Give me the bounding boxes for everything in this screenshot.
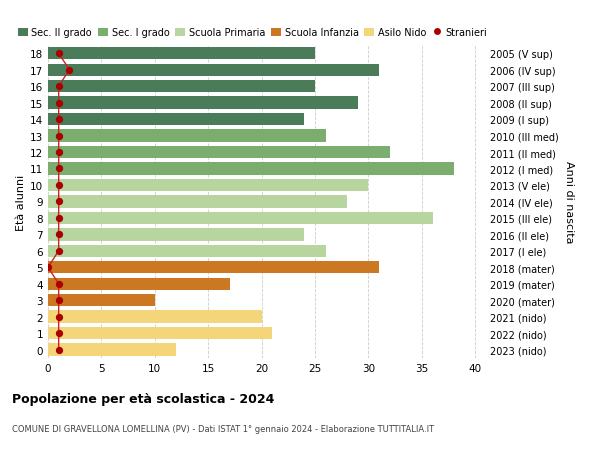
Point (43, 264, 53, 271)
Point (54, 133, 64, 140)
Bar (48, 97, 358, 110)
Point (54, 83, 64, 90)
Text: COMUNE DI GRAVELLONA LOMELLINA (PV) - Dati ISTAT 1° gennaio 2024 - Elaborazione : COMUNE DI GRAVELLONA LOMELLINA (PV) - Da… (12, 425, 434, 434)
Bar (48, 294, 155, 307)
Point (54, 231, 64, 239)
Text: Popolazione per età scolastica - 2024: Popolazione per età scolastica - 2024 (12, 392, 274, 405)
Bar (48, 146, 390, 159)
Bar (48, 229, 304, 241)
Point (54, 346, 64, 353)
Point (54, 297, 64, 304)
Bar (48, 48, 315, 60)
Point (54, 215, 64, 222)
Point (54, 116, 64, 123)
Point (65, 67, 74, 74)
Point (54, 165, 64, 173)
Point (54, 330, 64, 337)
Point (54, 198, 64, 206)
Bar (48, 64, 379, 77)
Bar (48, 327, 272, 340)
Bar (48, 196, 347, 208)
Bar (48, 245, 326, 257)
Bar (48, 81, 315, 93)
Point (54, 280, 64, 288)
Bar (48, 311, 262, 323)
Bar (48, 212, 433, 224)
Point (54, 247, 64, 255)
Bar (48, 344, 176, 356)
Bar (48, 130, 326, 142)
Legend: Sec. II grado, Sec. I grado, Scuola Primaria, Scuola Infanzia, Asilo Nido, Stran: Sec. II grado, Sec. I grado, Scuola Prim… (18, 28, 488, 38)
Point (54, 50, 64, 58)
Point (54, 149, 64, 157)
Point (54, 313, 64, 321)
Y-axis label: Età alunni: Età alunni (16, 174, 26, 230)
Point (54, 100, 64, 107)
Bar (48, 163, 454, 175)
Bar (48, 114, 304, 126)
Bar (48, 179, 368, 192)
Y-axis label: Anni di nascita: Anni di nascita (565, 161, 574, 243)
Bar (48, 262, 379, 274)
Bar (48, 278, 230, 290)
Point (54, 182, 64, 189)
